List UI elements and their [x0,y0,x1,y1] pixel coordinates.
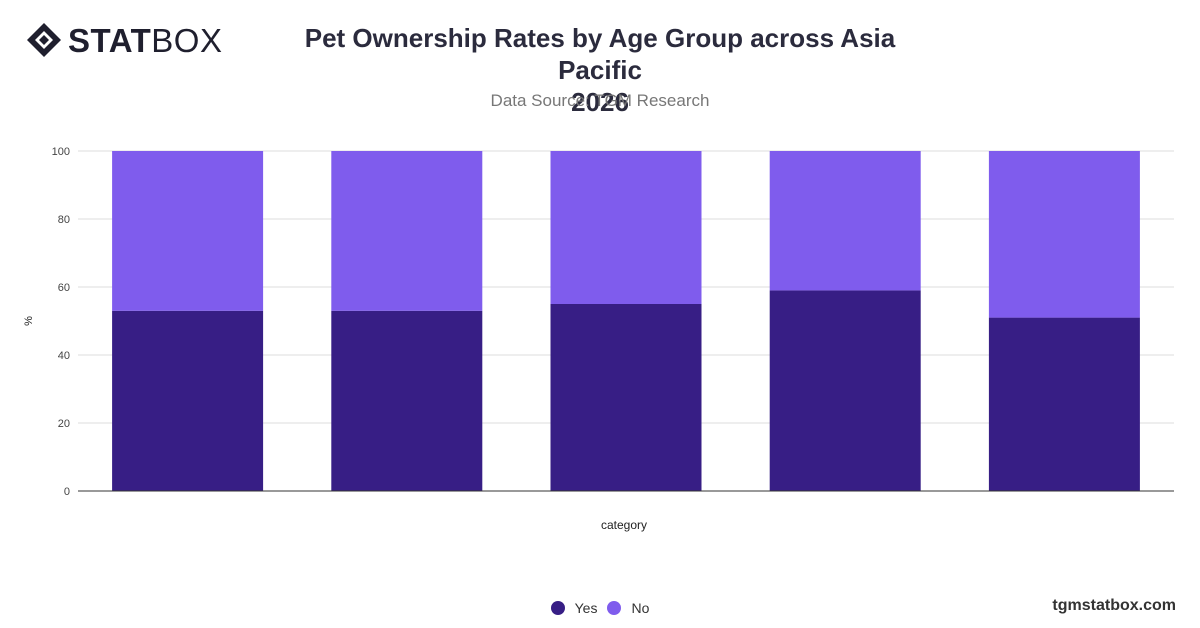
bar-no-5 [988,151,1140,318]
y-tick-label: 100 [52,146,70,158]
logo-bold-text: STAT [68,21,152,59]
bar-yes-5 [988,317,1140,491]
bar-no-1 [112,151,264,311]
chart-subtitle: Data Source: TGM Research [490,91,710,110]
chart-title: Pet Ownership Rates by Age Group across … [270,22,930,118]
y-tick-label: 20 [58,418,70,430]
diamond-logo-icon [27,23,61,57]
bar-no-2 [331,151,483,311]
watermark: tgmstatbox.com [1052,597,1176,614]
chart-title-line-1: Pet Ownership Rates by Age Group across … [304,23,896,85]
x-axis-label: category [601,518,647,532]
legend-label-no: No [631,600,650,616]
bar-yes-4 [769,290,921,491]
chart-title-line-2: 2026 [571,87,629,117]
legend-item-yes[interactable]: Yes [550,600,598,616]
y-tick-label: 40 [58,350,70,362]
bar-no-3 [550,151,702,304]
bar-yes-1 [112,310,264,491]
y-axis-label: % [23,316,35,326]
y-tick-label: 0 [64,486,70,498]
y-tick-label: 80 [58,214,70,226]
legend-label-yes: Yes [574,600,598,616]
bar-no-4 [769,151,921,291]
y-tick-label: 60 [58,282,70,294]
logo-wordmark: STATBOX [68,24,222,57]
legend-swatch-no [607,601,622,615]
statbox-logo: STATBOX [26,22,222,58]
logo-light-text: BOX [151,21,223,59]
legend-item-no[interactable]: No [607,600,649,616]
legend-swatch-yes [550,601,565,615]
chart-legend: Yes No [0,600,1200,616]
bar-yes-2 [331,310,483,491]
bar-yes-3 [550,304,702,491]
